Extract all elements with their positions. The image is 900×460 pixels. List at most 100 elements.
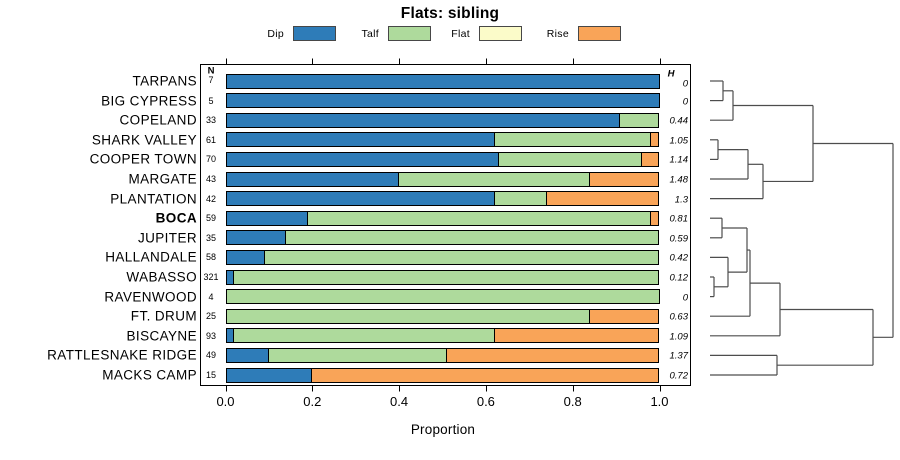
n-value: 42 (205, 193, 216, 204)
bar-segment-dip (225, 347, 269, 363)
bar-segment-rise (493, 328, 660, 344)
bar-segment-rise (445, 347, 660, 363)
h-value: 1.48 (669, 174, 689, 186)
bar-segment-talf (233, 269, 660, 285)
n-value: 93 (205, 330, 216, 341)
x-axis-tick-label: 0.8 (563, 394, 582, 409)
row-label: COPELAND (119, 112, 197, 128)
row-label: BOCA (155, 210, 197, 226)
x-axis-tick-label: 0.2 (303, 394, 322, 409)
n-value: 4 (208, 291, 214, 302)
bar-segment-rise (545, 191, 660, 207)
n-value: 25 (205, 311, 216, 322)
bar-segment-talf (493, 191, 547, 207)
bar-segment-dip (225, 151, 499, 167)
bar-segment-rise (589, 308, 660, 324)
legend-swatch-flat (479, 26, 522, 41)
legend-swatch-dip (293, 26, 336, 41)
row-label: RATTLESNAKE RIDGE (47, 347, 197, 363)
n-value: 43 (205, 174, 216, 184)
legend-item: Rise (499, 25, 621, 42)
x-axis-tick-label: 0.4 (390, 394, 409, 409)
legend-label: Rise (546, 27, 569, 40)
x-axis-tick-label: 1.0 (650, 394, 669, 409)
n-value: 70 (205, 154, 216, 165)
h-value: 1.3 (674, 194, 688, 206)
row-label: MACKS CAMP (102, 367, 197, 383)
n-value: 15 (205, 370, 216, 380)
h-column-header: H (667, 68, 675, 80)
row-label: HALLANDALE (105, 249, 197, 265)
h-value: 0 (682, 78, 688, 90)
row-label: MARGATE (128, 171, 197, 187)
legend-swatch-rise (578, 26, 621, 41)
bar-segment-talf (225, 308, 591, 324)
n-value: 321 (203, 272, 219, 282)
bar-segment-rise (641, 151, 660, 167)
bar-segment-dip (225, 132, 495, 148)
bar-segment-talf (285, 230, 660, 246)
chart-title: Flats: sibling (400, 5, 500, 22)
bar-segment-rise (311, 367, 660, 383)
bar-segment-dip (225, 171, 400, 187)
bar-segment-dip (225, 93, 660, 109)
h-value: 0.12 (669, 272, 689, 284)
bar-segment-talf (263, 249, 660, 265)
h-value: 1.05 (669, 135, 689, 147)
h-value: 1.37 (669, 350, 689, 362)
row-label: SHARK VALLEY (91, 132, 197, 148)
bar-segment-talf (398, 171, 591, 187)
legend-item: Talf (309, 25, 431, 42)
bar-segment-talf (497, 151, 643, 167)
bar-segment-talf (619, 112, 660, 128)
bar-segment-dip (225, 112, 621, 128)
bar-segment-dip (225, 210, 308, 226)
n-value: 35 (205, 232, 216, 243)
n-column-header: N (207, 65, 215, 77)
n-value: 5 (208, 95, 214, 106)
row-label: RAVENWOOD (104, 289, 197, 305)
bar-segment-dip (225, 249, 265, 265)
n-value: 59 (205, 213, 216, 224)
bar-segment-dip (225, 367, 313, 383)
n-value: 49 (205, 350, 216, 361)
bar-segment-dip (225, 73, 660, 89)
plot-box (200, 64, 691, 386)
bar-segment-dip (225, 230, 287, 246)
bar-segment-talf (306, 210, 651, 226)
legend-label: Flat (451, 27, 470, 40)
x-axis-tick-label: 0.0 (216, 394, 235, 409)
n-value: 61 (205, 134, 216, 145)
h-value: 0.72 (669, 370, 689, 382)
bar-segment-dip (225, 191, 495, 207)
bar-segment-rise (589, 171, 660, 187)
bar-segment-talf (267, 347, 447, 363)
h-value: 0.59 (669, 233, 689, 245)
row-label: FT. DRUM (130, 308, 197, 324)
legend-label: Dip (267, 27, 284, 40)
h-value: 0.44 (669, 115, 689, 127)
n-value: 33 (205, 115, 216, 126)
row-label: PLANTATION (110, 191, 197, 207)
bar-segment-rise (649, 132, 660, 148)
row-label: TARPANS (132, 73, 197, 89)
row-label: COOPER TOWN (89, 151, 197, 167)
row-label: BISCAYNE (126, 328, 197, 344)
legend-swatch-talf (388, 26, 431, 41)
h-value: 0.63 (669, 311, 689, 323)
h-value: 0.42 (669, 252, 689, 264)
legend-item: Dip (214, 25, 336, 42)
row-label: JUPITER (137, 230, 197, 246)
h-value: 0.81 (669, 213, 689, 225)
x-axis-tick-label: 0.6 (476, 394, 495, 409)
legend-label: Talf (361, 27, 379, 40)
row-label: WABASSO (126, 269, 197, 285)
h-value: 0 (682, 96, 688, 108)
row-label: BIG CYPRESS (101, 93, 197, 109)
bar-segment-talf (225, 289, 660, 305)
bar-segment-talf (233, 328, 495, 344)
bar-segment-talf (493, 132, 651, 148)
n-value: 7 (208, 75, 214, 85)
